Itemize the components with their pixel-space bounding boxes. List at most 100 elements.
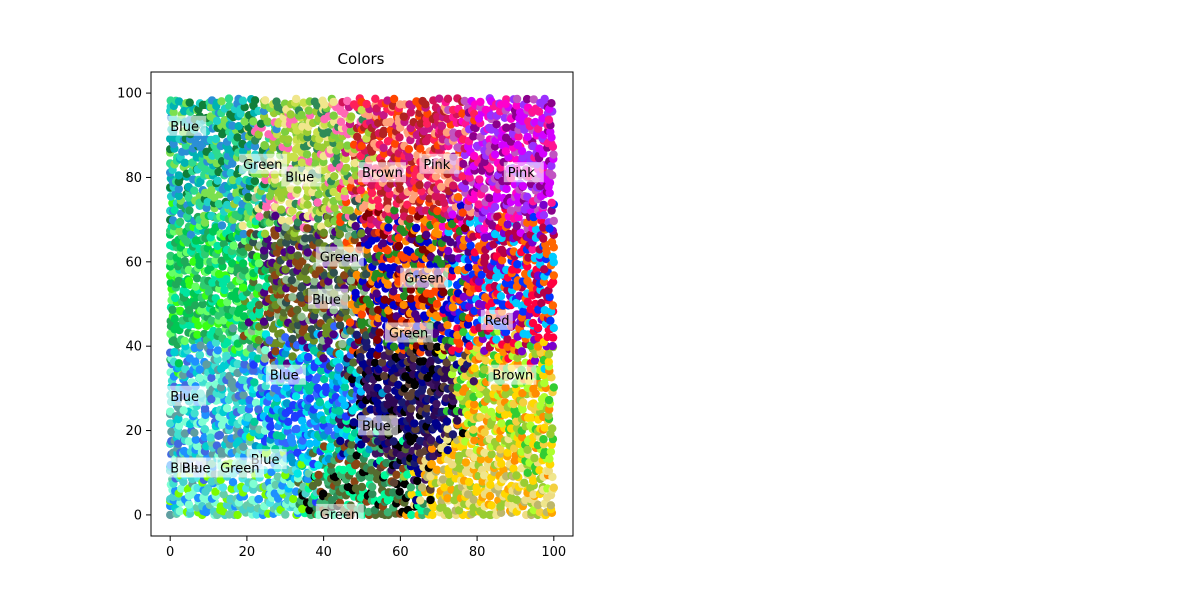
scatter-point bbox=[185, 98, 194, 107]
scatter-point bbox=[180, 336, 189, 346]
scatter-point bbox=[244, 192, 253, 202]
scatter-point bbox=[356, 186, 365, 195]
scatter-point bbox=[223, 337, 232, 347]
scatter-point bbox=[329, 111, 338, 120]
scatter-point bbox=[497, 256, 507, 265]
scatter-point bbox=[200, 218, 210, 227]
scatter-point bbox=[399, 300, 408, 310]
scatter-point bbox=[174, 359, 184, 368]
scatter-point bbox=[228, 478, 238, 487]
scatter-point bbox=[329, 268, 338, 277]
scatter-point bbox=[389, 478, 399, 487]
scatter-point bbox=[184, 193, 193, 202]
scatter-point bbox=[273, 472, 283, 481]
scatter-point bbox=[234, 122, 243, 131]
scatter-point bbox=[267, 467, 276, 477]
scatter-point bbox=[336, 436, 345, 446]
scatter-point bbox=[533, 323, 543, 333]
scatter-point bbox=[277, 193, 286, 202]
scatter-point bbox=[191, 357, 200, 366]
scatter-point bbox=[192, 441, 202, 451]
scatter-point bbox=[392, 470, 401, 479]
scatter-point bbox=[428, 510, 437, 520]
scatter-point bbox=[314, 460, 323, 470]
scatter-point bbox=[288, 334, 297, 344]
scatter-point bbox=[286, 245, 296, 255]
scatter-point bbox=[437, 259, 446, 269]
scatter-point bbox=[372, 289, 381, 298]
scatter-point bbox=[216, 298, 226, 308]
scatter-point bbox=[208, 167, 217, 176]
scatter-point bbox=[253, 252, 262, 261]
scatter-point bbox=[200, 329, 209, 339]
scatter-point bbox=[175, 227, 184, 236]
scatter-point bbox=[174, 414, 183, 424]
scatter-point bbox=[512, 94, 522, 104]
scatter-point bbox=[324, 277, 333, 286]
scatter-point bbox=[362, 99, 371, 109]
scatter-point bbox=[303, 248, 312, 257]
scatter-point bbox=[265, 336, 274, 345]
scatter-point bbox=[186, 230, 196, 239]
scatter-point bbox=[254, 259, 264, 268]
scatter-point bbox=[180, 429, 190, 438]
scatter-point bbox=[293, 383, 303, 392]
scatter-point bbox=[271, 347, 280, 356]
scatter-point bbox=[203, 197, 212, 207]
scatter-point bbox=[383, 246, 392, 255]
scatter-point bbox=[185, 206, 194, 215]
scatter-point bbox=[229, 241, 238, 250]
scatter-point bbox=[291, 257, 301, 267]
scatter-point bbox=[287, 433, 296, 442]
scatter-point bbox=[219, 416, 228, 425]
scatter-point bbox=[254, 335, 264, 345]
scatter-point bbox=[319, 228, 328, 237]
scatter-point bbox=[285, 216, 294, 225]
scatter-point bbox=[281, 265, 290, 274]
scatter-point bbox=[250, 96, 260, 105]
scatter-point bbox=[184, 437, 194, 446]
scatter-point bbox=[418, 483, 427, 492]
scatter-point bbox=[313, 198, 322, 207]
scatter-point bbox=[297, 110, 306, 120]
scatter-point bbox=[180, 446, 189, 456]
scatter-point bbox=[412, 223, 421, 233]
scatter-point bbox=[410, 419, 419, 428]
scatter-point bbox=[250, 378, 259, 387]
scatter-point bbox=[310, 277, 319, 286]
scatter-point bbox=[214, 199, 224, 209]
scatter-point bbox=[286, 110, 295, 119]
scatter-point bbox=[303, 224, 312, 233]
scatter-point bbox=[470, 436, 479, 445]
scatter-point bbox=[166, 407, 175, 416]
scatter-point bbox=[249, 360, 258, 369]
scatter-point bbox=[533, 500, 543, 510]
scatter-point bbox=[191, 282, 200, 291]
scatter-point bbox=[297, 312, 306, 321]
scatter-point bbox=[239, 259, 248, 268]
scatter-point bbox=[469, 425, 478, 434]
scatter-point bbox=[501, 99, 510, 109]
scatter-point bbox=[175, 217, 185, 227]
scatter-point bbox=[250, 142, 260, 151]
scatter-point bbox=[502, 184, 511, 194]
scatter-point bbox=[443, 94, 453, 104]
scatter-point bbox=[261, 96, 270, 105]
scatter-point bbox=[254, 495, 264, 504]
scatter-point bbox=[272, 97, 281, 106]
scatter-point bbox=[313, 142, 322, 151]
scatter-point bbox=[334, 363, 344, 372]
scatter-point bbox=[406, 404, 416, 413]
scatter-point bbox=[481, 293, 490, 302]
scatter-point bbox=[523, 413, 533, 422]
scatter-point bbox=[174, 191, 183, 201]
scatter-point bbox=[195, 256, 204, 266]
scatter-point bbox=[207, 316, 216, 325]
scatter-point bbox=[303, 200, 312, 209]
scatter-point bbox=[293, 448, 302, 457]
scatter-point bbox=[190, 186, 199, 195]
scatter-point bbox=[319, 354, 328, 363]
scatter-point bbox=[217, 446, 226, 456]
scatter-point bbox=[449, 181, 458, 190]
scatter-point bbox=[227, 259, 237, 268]
